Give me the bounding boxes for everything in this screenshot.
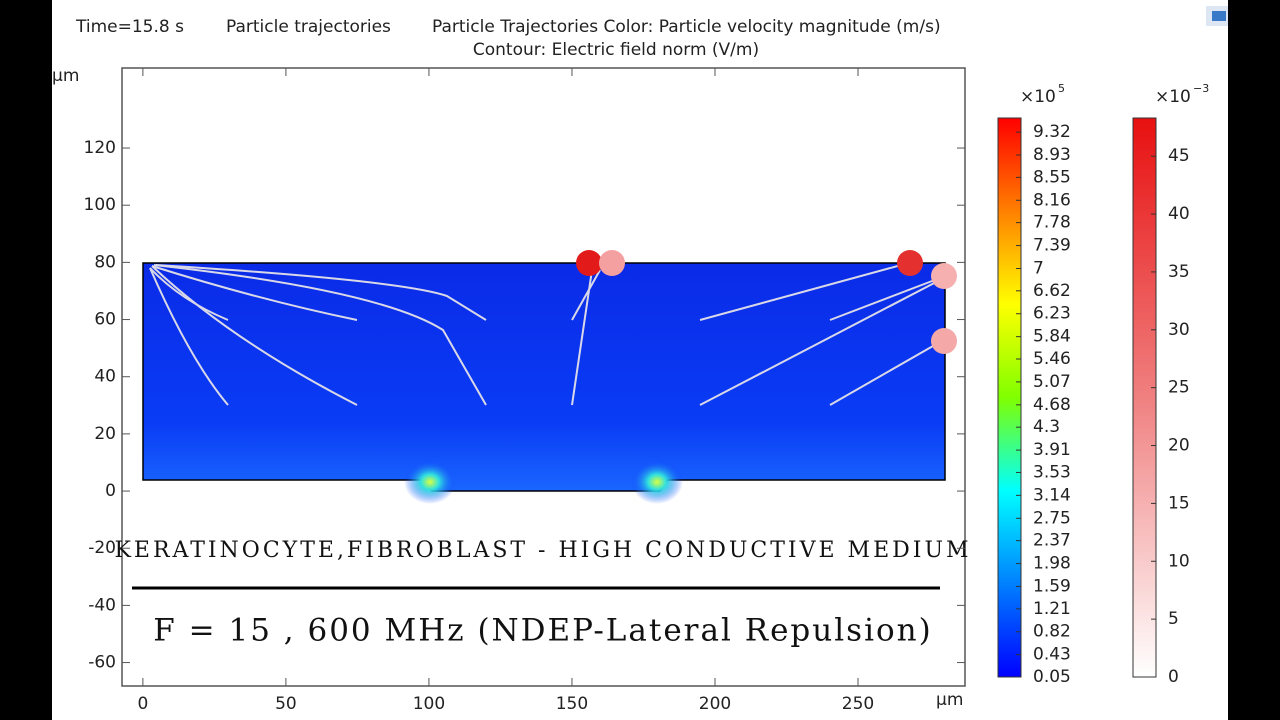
- trajectory: [151, 265, 358, 321]
- colorbar-tick-label: 0.05: [1033, 667, 1071, 687]
- particle: [576, 250, 602, 276]
- colorbar-tick-label: 2.37: [1033, 531, 1071, 551]
- colorbar-tick-label: 4.3: [1033, 417, 1060, 437]
- colorbar-tick-label: 6.23: [1033, 304, 1071, 324]
- trajectory: [699, 279, 941, 406]
- colorbar-tick-label: 10: [1168, 551, 1190, 571]
- colorbar-tick-label: 7: [1033, 258, 1044, 278]
- trajectories: [149, 263, 941, 406]
- colorbar-tick-label: 3.91: [1033, 440, 1071, 460]
- x-tick-label: 200: [699, 694, 731, 714]
- annotation: KERATINOCYTE,FIBROBLAST - HIGH CONDUCTIV…: [114, 538, 971, 563]
- field-hotspot: [631, 460, 683, 504]
- colorbar-tick-label: 4.68: [1033, 395, 1071, 415]
- y-tick-label: 20: [94, 424, 116, 444]
- colorbar-tick-label: 1.59: [1033, 576, 1071, 596]
- trajectory: [155, 264, 487, 321]
- colorbar-scale: ×10: [1155, 87, 1191, 107]
- colorbar-scale: ×10: [1020, 87, 1056, 107]
- colorbar: [1132, 117, 1157, 678]
- x-tick-label: 100: [413, 694, 445, 714]
- colorbar-tick-label: 2.75: [1033, 508, 1071, 528]
- colorbar-tick-label: 40: [1168, 204, 1190, 224]
- colorbar-tick-label: 8.55: [1033, 167, 1071, 187]
- subtitle: Contour: Electric field norm (V/m): [473, 40, 759, 60]
- colorbar-tick-label: 7.78: [1033, 213, 1071, 233]
- colorbar-exponent: −3: [1193, 82, 1209, 95]
- colorbar-tick-label: 5.46: [1033, 349, 1071, 369]
- trajectory: [571, 269, 593, 406]
- trajectory: [571, 269, 601, 321]
- y-tick-label: 40: [94, 367, 116, 387]
- colorbar-tick-label: 0.43: [1033, 645, 1071, 665]
- time-label: Time=15.8 s: [75, 17, 184, 37]
- trajectory: [829, 277, 941, 321]
- colorbar-tick-label: 15: [1168, 493, 1190, 513]
- colorbar-tick-label: 30: [1168, 320, 1190, 340]
- trajectory: [149, 267, 229, 321]
- particle: [599, 250, 625, 276]
- particle: [931, 328, 957, 354]
- plot-label: Particle trajectories: [226, 17, 391, 37]
- trajectory: [149, 267, 229, 406]
- y-tick-label: 60: [94, 310, 116, 330]
- window-icon-inner: [1212, 11, 1226, 21]
- x-unit: μm: [936, 690, 963, 710]
- colorbar-tick-label: 8.16: [1033, 190, 1071, 210]
- x-tick-label: 150: [556, 694, 588, 714]
- particle: [931, 263, 957, 289]
- field-hotspot: [404, 460, 456, 504]
- trajectory: [699, 263, 906, 321]
- colorbar-tick-label: 3.14: [1033, 485, 1071, 505]
- colorbar-tick-label: 45: [1168, 146, 1190, 166]
- particle: [897, 250, 923, 276]
- colorbar-tick-label: 5: [1168, 609, 1179, 629]
- colorbar-tick-label: 35: [1168, 262, 1190, 282]
- colorbar-tick-label: 20: [1168, 436, 1190, 456]
- colorbar-tick-label: 1.98: [1033, 554, 1071, 574]
- x-tick-label: 50: [275, 694, 297, 714]
- colorbar-tick-label: 0: [1168, 667, 1179, 687]
- y-tick-label: 80: [94, 252, 116, 272]
- colorbar-tick-label: 0.82: [1033, 622, 1071, 642]
- colorbar: [997, 117, 1022, 678]
- y-tick-label: -40: [88, 595, 116, 615]
- colorbar-tick-label: 3.53: [1033, 462, 1071, 482]
- y-tick-label: 0: [105, 481, 116, 501]
- y-unit: μm: [52, 66, 79, 86]
- y-tick-label: 100: [84, 195, 116, 215]
- colorbar-tick-label: 6.62: [1033, 281, 1071, 301]
- colorbar-exponent: 5: [1058, 82, 1065, 95]
- colorbar-tick-label: 1.21: [1033, 599, 1071, 619]
- trajectory: [829, 341, 941, 406]
- x-tick-label: 0: [137, 694, 148, 714]
- y-tick-label: -60: [88, 653, 116, 673]
- colorbar-tick-label: 25: [1168, 378, 1190, 398]
- trajectory: [153, 264, 487, 406]
- colorbar-tick-label: 7.39: [1033, 236, 1071, 256]
- color-label: Particle Trajectories Color: Particle ve…: [432, 17, 941, 37]
- colorbar-tick-label: 5.84: [1033, 327, 1071, 347]
- y-tick-label: 120: [84, 138, 116, 158]
- x-tick-label: 250: [842, 694, 874, 714]
- colorbar-tick-label: 8.93: [1033, 145, 1071, 165]
- colorbar-tick-label: 5.07: [1033, 372, 1071, 392]
- colorbar-tick-label: 9.32: [1033, 122, 1071, 142]
- annotation: F = 15 , 600 MHz (NDEP-Lateral Repulsion…: [153, 613, 932, 649]
- y-tick-label: -20: [88, 538, 116, 558]
- trajectory: [151, 265, 358, 406]
